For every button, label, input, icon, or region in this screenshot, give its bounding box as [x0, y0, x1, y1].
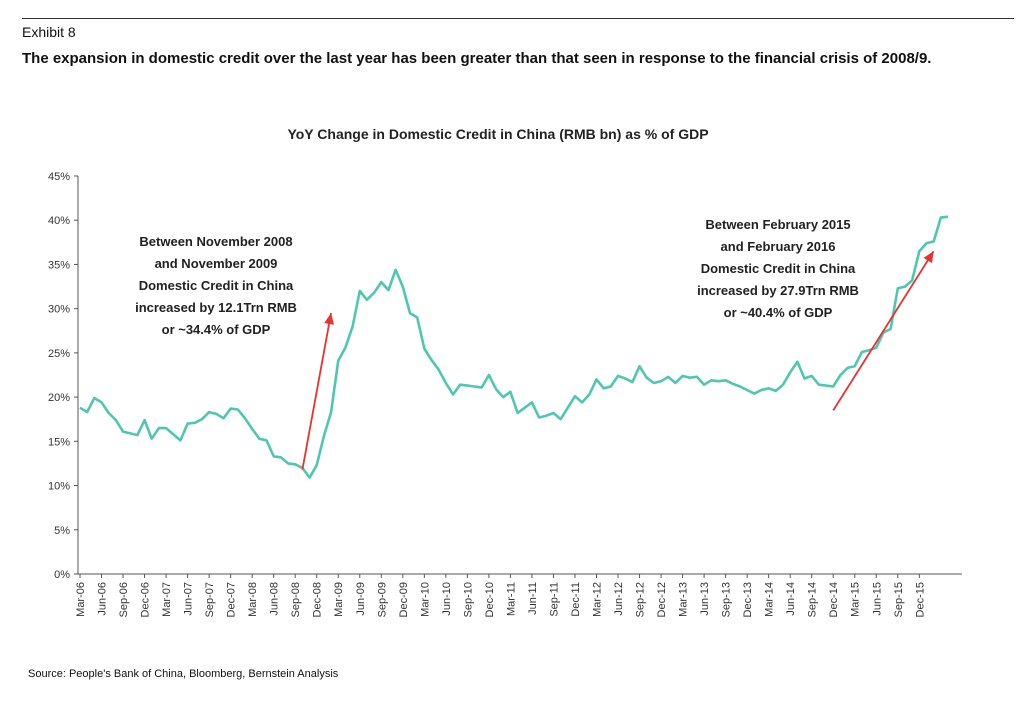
- y-tick-label: 35%: [48, 259, 70, 271]
- y-tick-label: 25%: [48, 348, 70, 360]
- x-tick-label: Jun-14: [785, 582, 797, 616]
- x-axis: Mar-06 Jun-06 Sep-06 Dec-06 Mar-07 Jun-07 Sep-…: [75, 574, 926, 617]
- y-tick-label: 40%: [48, 215, 70, 227]
- y-tick-label: 30%: [48, 304, 70, 316]
- x-tick-label: Sep-11: [548, 582, 560, 617]
- arrow-head-1: [923, 251, 934, 264]
- arrow-shaft-1: [832, 250, 935, 411]
- y-tick-label: 5%: [54, 525, 70, 537]
- x-tick-label: Dec-07: [226, 582, 238, 617]
- arrow-shaft-0: [301, 312, 332, 470]
- x-tick-label: Dec-14: [828, 582, 840, 617]
- annotation-line: Between November 2008: [139, 234, 292, 249]
- annotation-line: or ~40.4% of GDP: [724, 305, 833, 320]
- x-tick-label: Mar-14: [764, 582, 776, 617]
- x-tick-label: Dec-06: [140, 582, 152, 617]
- annotation-2015: Between February 2015 and February 2016 Do…: [697, 217, 859, 320]
- x-tick-label: Mar-15: [850, 582, 862, 617]
- x-tick-label: Dec-10: [484, 582, 496, 617]
- x-tick-label: Dec-11: [570, 582, 582, 617]
- x-tick-label: Jun-09: [355, 582, 367, 616]
- x-tick-label: Mar-12: [591, 582, 603, 617]
- x-tick-label: Dec-09: [398, 582, 410, 617]
- x-tick-label: Sep-15: [893, 582, 905, 617]
- y-tick-label: 20%: [48, 392, 70, 404]
- y-tick-label: 10%: [48, 481, 70, 493]
- x-tick-label: Mar-08: [247, 582, 259, 617]
- x-tick-label: Sep-14: [807, 582, 819, 617]
- annotation-line: Domestic Credit in China: [139, 278, 294, 293]
- annotation-2008: Between November 2008 and November 2009 Do…: [135, 234, 297, 337]
- x-tick-label: Sep-09: [376, 582, 388, 617]
- x-tick-label: Mar-11: [505, 582, 517, 616]
- trend-arrows: [301, 250, 935, 470]
- x-tick-label: Mar-13: [678, 582, 690, 617]
- y-tick-label: 15%: [48, 436, 70, 448]
- annotation-line: or ~34.4% of GDP: [162, 322, 271, 337]
- x-tick-label: Sep-08: [290, 582, 302, 617]
- annotation-line: Between February 2015: [705, 217, 850, 232]
- x-tick-label: Jun-13: [699, 582, 711, 616]
- source-note: Source: People's Bank of China, Bloomber…: [28, 668, 339, 680]
- x-tick-label: Mar-06: [75, 582, 87, 617]
- x-tick-label: Mar-07: [161, 582, 173, 617]
- y-tick-label: 45%: [48, 171, 70, 183]
- x-tick-label: Jun-11: [527, 582, 539, 615]
- x-tick-label: Jun-08: [269, 582, 281, 616]
- x-tick-label: Sep-13: [721, 582, 733, 617]
- x-tick-label: Mar-10: [419, 582, 431, 617]
- annotation-line: and February 2016: [721, 239, 836, 254]
- annotation-line: and November 2009: [155, 256, 278, 271]
- headline: The expansion in domestic credit over th…: [22, 50, 932, 67]
- annotation-line: increased by 12.1Trn RMB: [135, 300, 297, 315]
- x-tick-label: Sep-10: [462, 582, 474, 617]
- x-tick-label: Jun-15: [871, 582, 883, 616]
- x-tick-label: Sep-12: [635, 582, 647, 617]
- x-tick-label: Dec-08: [312, 582, 324, 617]
- x-tick-label: Jun-12: [613, 582, 625, 616]
- chart-title: YoY Change in Domestic Credit in China (…: [287, 126, 708, 142]
- y-tick-label: 0%: [54, 569, 70, 581]
- x-tick-label: Sep-07: [204, 582, 216, 617]
- x-tick-label: Dec-15: [914, 582, 926, 617]
- x-tick-label: Jun-06: [97, 582, 109, 616]
- x-tick-label: Mar-09: [333, 582, 345, 617]
- x-tick-label: Jun-07: [183, 582, 195, 616]
- x-tick-label: Dec-13: [742, 582, 754, 617]
- exhibit-label: Exhibit 8: [22, 24, 76, 40]
- top-rule: [22, 18, 1014, 19]
- x-tick-label: Jun-10: [441, 582, 453, 616]
- x-tick-label: Sep-06: [118, 582, 130, 617]
- arrow-head-0: [324, 313, 335, 325]
- annotation-line: Domestic Credit in China: [701, 261, 856, 276]
- y-axis: 0% 5% 10% 15% 20% 25% 30% 35% 40% 45%: [48, 171, 78, 581]
- series-line: [79, 215, 949, 479]
- annotation-line: increased by 27.9Trn RMB: [697, 283, 859, 298]
- x-tick-label: Dec-12: [656, 582, 668, 617]
